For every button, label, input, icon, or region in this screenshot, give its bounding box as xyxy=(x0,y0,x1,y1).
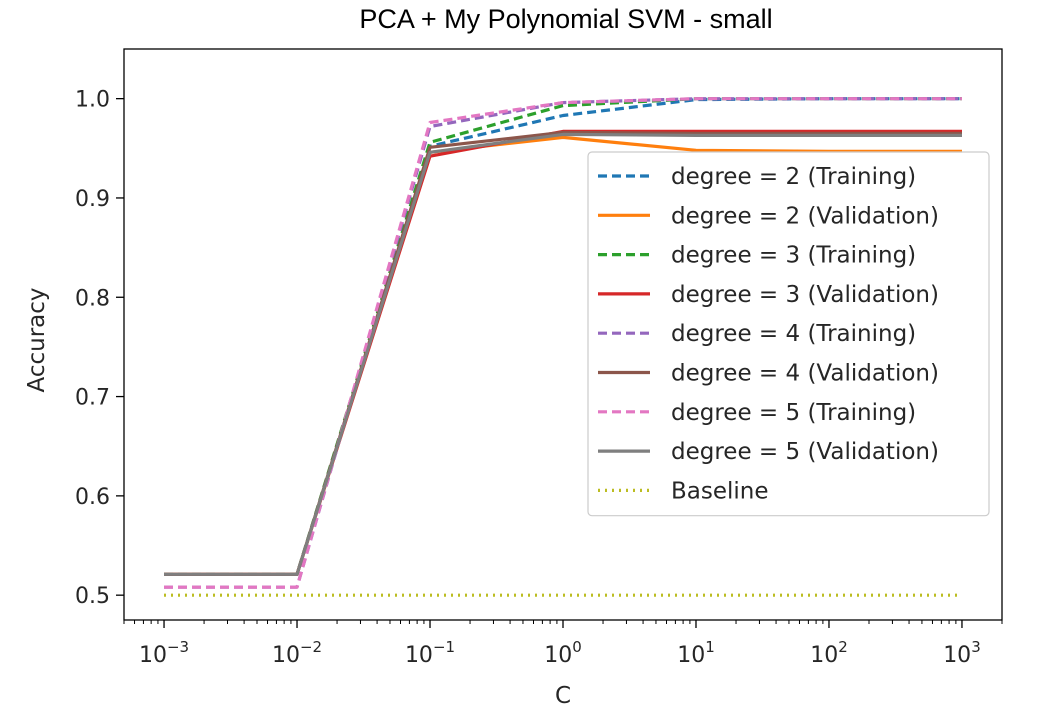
y-tick-label: 0.8 xyxy=(75,286,110,311)
y-axis: 0.5 0.6 0.7 0.8 0.9 1.0 xyxy=(75,88,124,609)
x-axis: 10−3 10−2 10−1 100 101 102 103 xyxy=(123,620,1003,668)
x-tick-label: 100 xyxy=(544,638,582,668)
x-tick-label: 10−3 xyxy=(139,638,189,668)
y-tick-label: 0.7 xyxy=(75,386,110,411)
x-tick-label: 101 xyxy=(677,638,715,668)
series-layer xyxy=(164,97,962,597)
legend-label-1: degree = 2 (Training) xyxy=(671,164,916,190)
x-tick-label: 10−1 xyxy=(405,638,455,668)
legend-label-2: degree = 2 (Validation) xyxy=(671,203,939,229)
series-line-7 xyxy=(164,97,962,589)
series-line-8 xyxy=(164,132,962,576)
legend-label-9: Baseline xyxy=(671,478,769,504)
legend-label-3: degree = 3 (Training) xyxy=(671,243,916,269)
legend-box xyxy=(587,151,990,517)
y-tick-label: 0.9 xyxy=(75,187,110,212)
legend-label-5: degree = 4 (Training) xyxy=(671,321,916,347)
chart-title: PCA + My Polynomial SVM - small xyxy=(359,4,773,34)
legend-label-6: degree = 4 (Validation) xyxy=(671,361,939,387)
y-tick-label: 1.0 xyxy=(75,88,110,113)
legend: degree = 2 (Training) degree = 2 (Validat… xyxy=(587,151,990,517)
legend-label-8: degree = 5 (Validation) xyxy=(671,439,939,465)
legend-label-7: degree = 5 (Training) xyxy=(671,400,916,426)
y-axis-label: Accuracy xyxy=(24,287,50,392)
x-tick-label: 103 xyxy=(943,638,981,668)
y-tick-label: 0.5 xyxy=(75,584,110,609)
legend-label-4: degree = 3 (Validation) xyxy=(671,282,939,308)
y-tick-label: 0.6 xyxy=(75,485,110,510)
x-tick-label: 102 xyxy=(810,638,848,668)
x-tick-label: 10−2 xyxy=(272,638,322,668)
x-axis-label: C xyxy=(555,683,571,709)
